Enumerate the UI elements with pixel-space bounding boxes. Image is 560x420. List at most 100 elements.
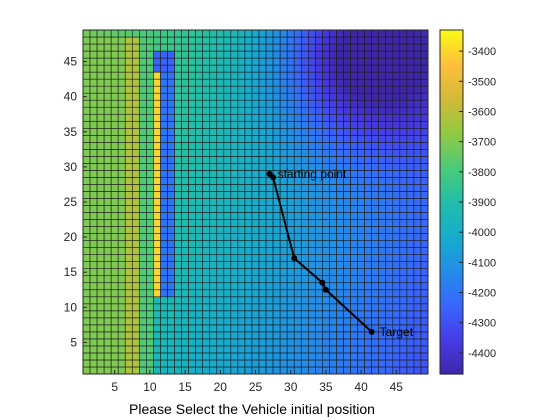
heatmap-cell	[364, 50, 372, 59]
heatmap-cell	[420, 113, 429, 122]
colorbar-swatch	[440, 255, 463, 260]
colorbar-swatch	[440, 91, 463, 96]
heatmap-cell	[110, 254, 119, 262]
heatmap-cell	[308, 50, 316, 59]
heatmap-cell	[357, 29, 365, 38]
heatmap-cell	[195, 310, 203, 319]
heatmap-cell	[82, 359, 91, 368]
heatmap-cell	[350, 359, 358, 368]
heatmap-cell	[251, 92, 260, 101]
heatmap-cell	[223, 338, 232, 347]
heatmap-cell	[103, 120, 112, 129]
heatmap-cell	[315, 156, 323, 164]
heatmap-cell	[209, 324, 218, 333]
heatmap-cell	[322, 78, 330, 87]
heatmap-cell	[230, 50, 239, 59]
heatmap-cell	[146, 120, 154, 129]
heatmap-cell	[146, 268, 154, 277]
heatmap-cell	[202, 50, 211, 59]
heatmap-cell	[124, 156, 133, 164]
heatmap-cell	[343, 296, 351, 305]
heatmap-cell	[146, 324, 154, 333]
colorbar-swatch	[440, 175, 463, 179]
heatmap-cell	[300, 219, 309, 227]
y-tick-label: 10	[64, 300, 78, 314]
colorbar-swatch	[440, 51, 463, 55]
heatmap-cell	[181, 240, 189, 248]
heatmap-cell	[350, 106, 358, 115]
heatmap-cell	[279, 50, 288, 59]
heatmap-cell	[336, 92, 344, 101]
heatmap-cell	[300, 135, 309, 143]
heatmap-cell	[300, 254, 309, 262]
heatmap-cell	[216, 331, 225, 340]
heatmap-cell	[124, 50, 133, 59]
heatmap-cell	[300, 338, 309, 347]
heatmap-cell	[167, 177, 175, 185]
heatmap-cell	[160, 268, 168, 277]
heatmap-cell	[139, 205, 147, 213]
heatmap-cell	[153, 240, 161, 248]
heatmap-cell	[124, 163, 133, 171]
colorbar-swatch	[440, 89, 463, 93]
heatmap-cell	[343, 352, 351, 361]
heatmap-cell	[364, 64, 372, 73]
heatmap-cell	[364, 120, 372, 129]
heatmap-cell	[160, 78, 168, 87]
heatmap-cell	[371, 64, 380, 73]
heatmap-cell	[392, 282, 401, 291]
heatmap-cell	[392, 268, 401, 277]
heatmap-cell	[279, 29, 288, 38]
heatmap-cell	[279, 324, 288, 333]
heatmap-cell	[181, 345, 189, 354]
colorbar-swatch	[440, 83, 463, 88]
heatmap-cell	[251, 135, 260, 143]
heatmap-cell	[146, 177, 154, 185]
heatmap-cell	[420, 78, 429, 87]
heatmap-cell	[244, 170, 253, 178]
heatmap-cell	[343, 92, 351, 101]
heatmap-cell	[223, 359, 232, 368]
heatmap-cell	[202, 163, 211, 171]
heatmap-cell	[357, 191, 365, 199]
heatmap-cell	[265, 50, 274, 59]
heatmap-cell	[258, 135, 267, 143]
heatmap-cell	[89, 57, 98, 66]
heatmap-cell	[322, 331, 330, 340]
heatmap-cell	[153, 36, 161, 45]
heatmap-cell	[392, 177, 401, 185]
heatmap-cell	[293, 71, 302, 80]
heatmap-cell	[195, 247, 203, 255]
heatmap-cell	[272, 78, 281, 87]
heatmap-cell	[308, 324, 316, 333]
heatmap-cell	[124, 366, 133, 375]
heatmap-cell	[322, 240, 330, 248]
heatmap-cell	[139, 310, 147, 319]
heatmap-cell	[343, 366, 351, 375]
heatmap-cell	[378, 310, 387, 319]
heatmap-cell	[181, 282, 189, 291]
heatmap-cell	[230, 36, 239, 45]
heatmap-cell	[181, 310, 189, 319]
heatmap-cell	[160, 289, 168, 298]
heatmap-cell	[336, 120, 344, 129]
heatmap-cell	[209, 92, 218, 101]
heatmap-cell	[153, 275, 161, 284]
colorbar-swatch	[440, 234, 463, 238]
heatmap-cell	[279, 43, 288, 52]
heatmap-cell	[399, 127, 408, 136]
heatmap-cell	[153, 50, 161, 59]
heatmap-cell	[399, 338, 408, 347]
heatmap-cell	[216, 78, 225, 87]
heatmap-cell	[343, 36, 351, 45]
heatmap-cell	[272, 226, 281, 234]
heatmap-cell	[82, 170, 91, 178]
heatmap-cell	[202, 113, 211, 122]
heatmap-cell	[364, 240, 372, 248]
heatmap-cell	[82, 226, 91, 234]
y-tick-label: 20	[64, 230, 78, 244]
heatmap-cell	[230, 352, 239, 361]
heatmap-cell	[209, 303, 218, 312]
heatmap-cell	[272, 289, 281, 298]
